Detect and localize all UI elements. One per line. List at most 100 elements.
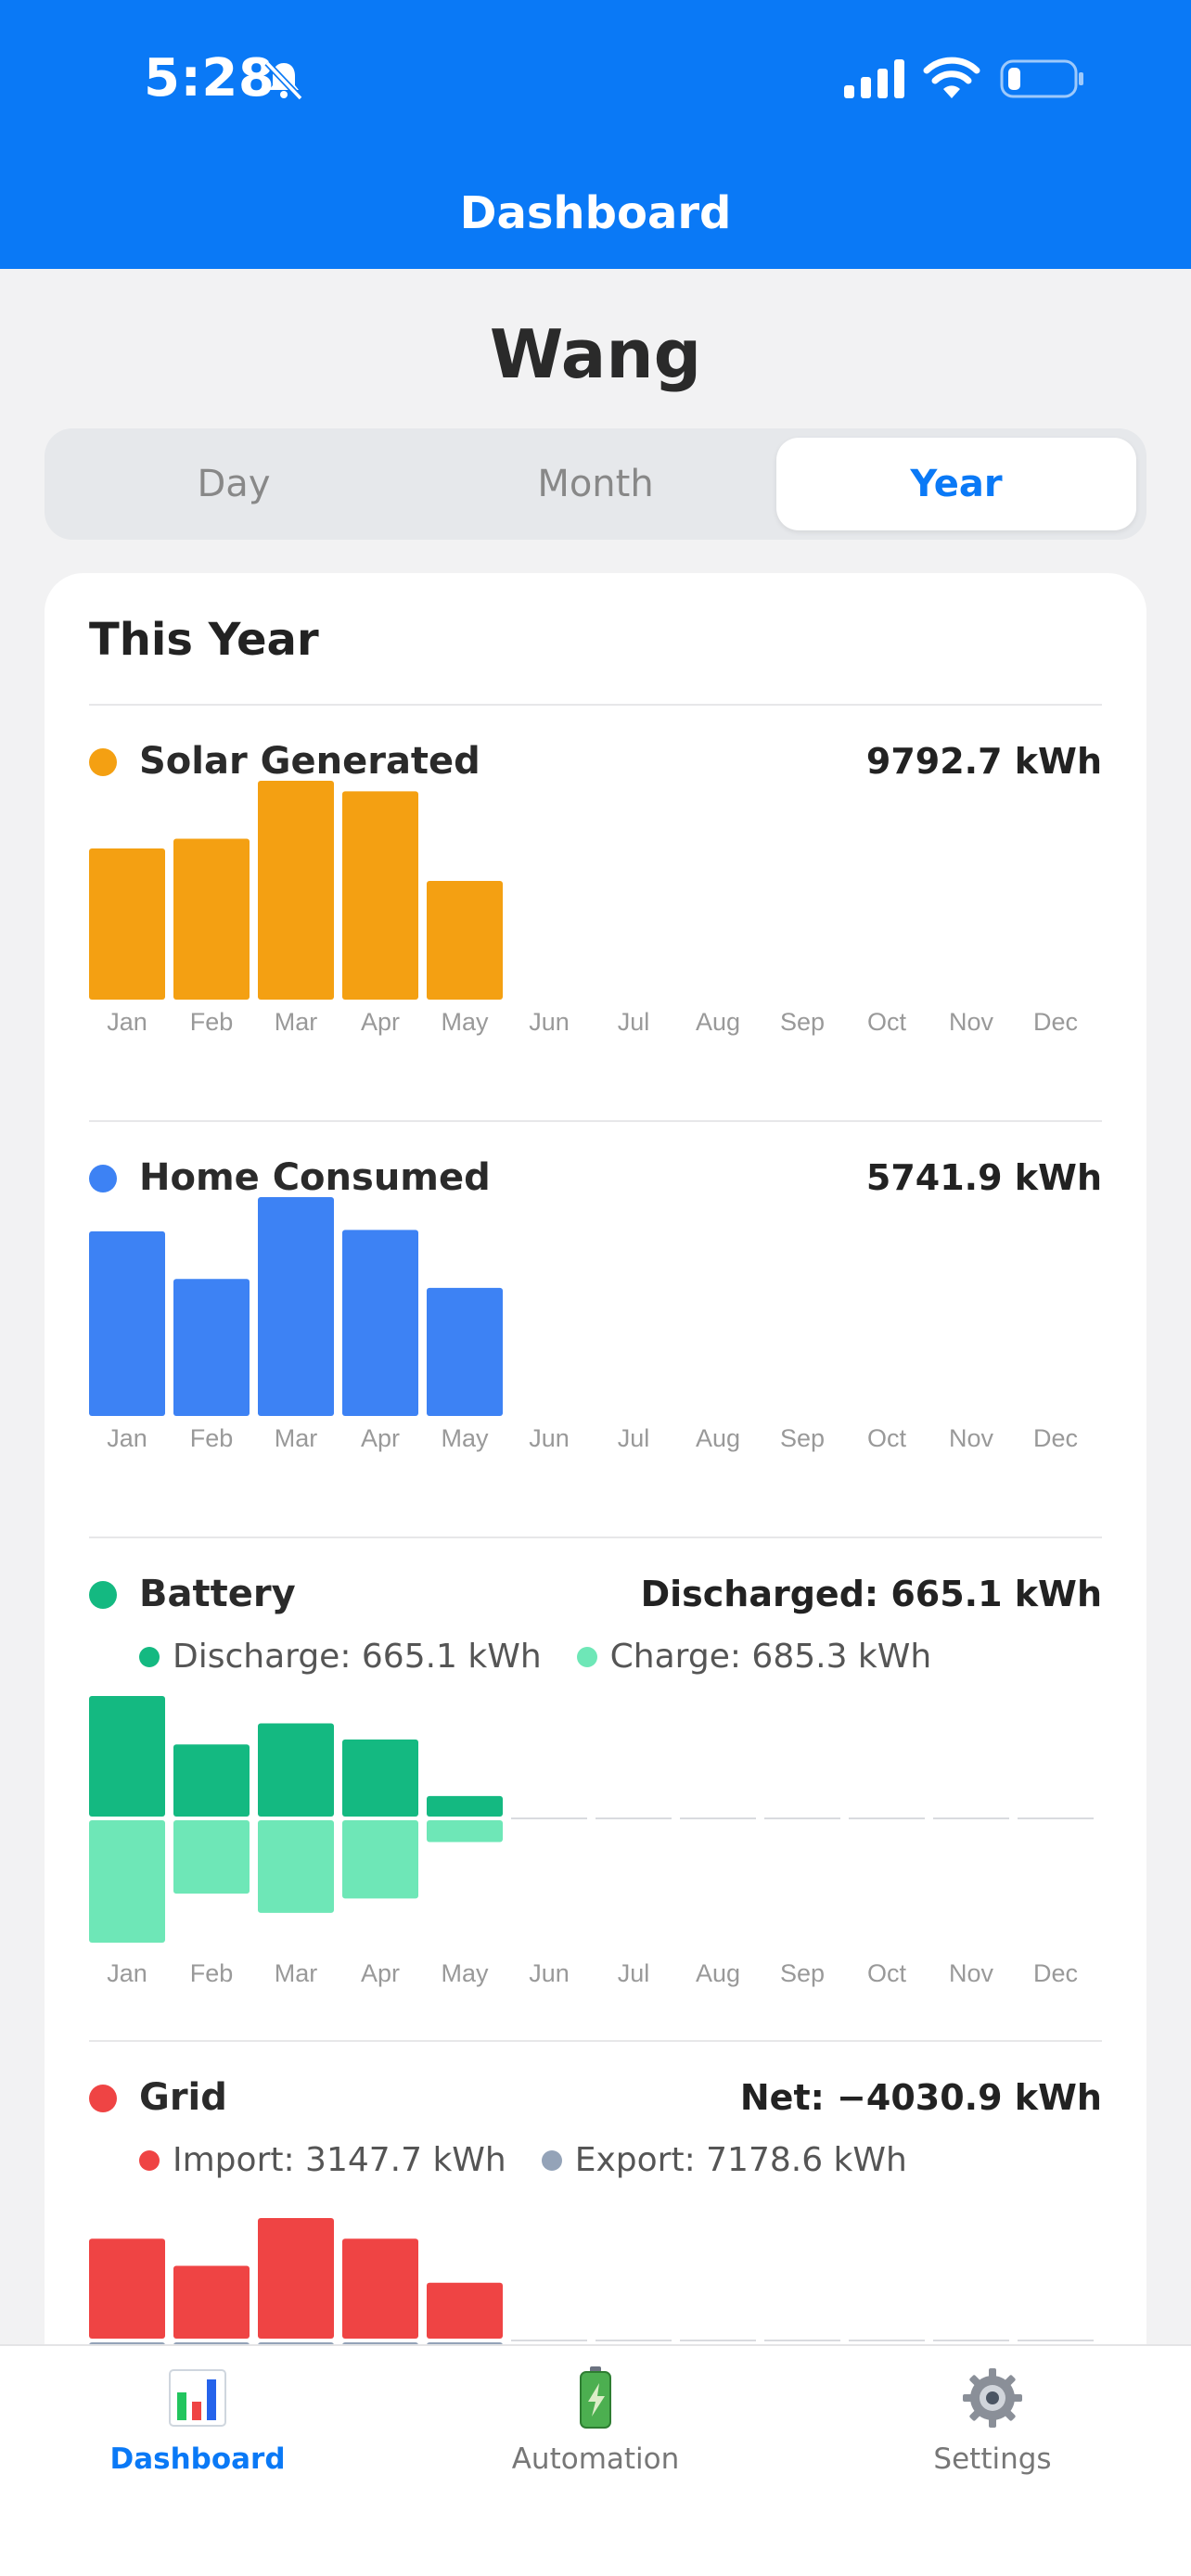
tab-settings-label: Settings [933, 2442, 1052, 2476]
empty-bar [764, 2340, 840, 2341]
bar[interactable] [173, 838, 250, 1000]
x-tick-label: Oct [867, 1959, 907, 1987]
x-tick-label: Sep [780, 1424, 825, 1452]
battery-legend: Discharge: 665.1 kWh Charge: 685.3 kWh [139, 1638, 967, 1676]
divider [89, 2040, 1102, 2042]
discharge-bar[interactable] [342, 1739, 418, 1817]
home-total: 5741.9 kWh [865, 1157, 1102, 1198]
x-tick-label: Mar [275, 1424, 318, 1452]
x-tick-label: Jun [529, 1959, 570, 1987]
header-title: Dashboard [459, 187, 732, 239]
segment-day[interactable]: Day [197, 463, 271, 505]
bar[interactable] [427, 1287, 503, 1416]
gear-icon [963, 2368, 1022, 2428]
grid-label: Grid [139, 2076, 227, 2119]
x-tick-label: Apr [361, 1959, 400, 1987]
legend-discharge: Discharge: 665.1 kWh [173, 1638, 542, 1676]
bar[interactable] [258, 781, 334, 1000]
home-label: Home Consumed [139, 1156, 491, 1199]
empty-bar [1018, 2340, 1094, 2341]
legend-item: Discharge: 665.1 kWh [139, 1638, 542, 1676]
empty-bar [933, 1817, 1009, 1819]
page-title: Wang [489, 315, 702, 393]
charge-bar[interactable] [173, 1820, 250, 1894]
x-tick-label: Jan [107, 1008, 147, 1036]
charge-bar[interactable] [89, 1820, 165, 1944]
x-tick-label: Jul [618, 1008, 650, 1036]
solar-dot-icon [89, 748, 117, 776]
empty-bar [511, 2340, 587, 2341]
charge-bar[interactable] [342, 1820, 418, 1899]
discharge-bar[interactable] [89, 1696, 165, 1817]
home-chart: Jan Feb Mar Apr May Jun Jul Aug Sep Oct Nov Dec [89, 1197, 1078, 1452]
bar[interactable] [258, 1197, 334, 1416]
x-tick-label: Feb [190, 1008, 234, 1036]
x-tick-label: Aug [696, 1959, 740, 1987]
x-tick-label: Aug [696, 1424, 740, 1452]
x-tick-label: Apr [361, 1008, 400, 1036]
legend-item: Import: 3147.7 kWh [139, 2141, 506, 2179]
battery-chart: Jan Feb Mar Apr May Jun Jul Aug Sep Oct Nov Dec [89, 1696, 1094, 1987]
solar-total: 9792.7 kWh [865, 741, 1102, 782]
x-tick-label: Nov [949, 1424, 994, 1452]
legend-import: Import: 3147.7 kWh [173, 2141, 506, 2179]
discharge-bar[interactable] [173, 1744, 250, 1817]
import-bar[interactable] [342, 2238, 418, 2339]
x-tick-label: May [441, 1959, 489, 1987]
battery-label: Battery [139, 1573, 296, 1615]
discharge-bar[interactable] [427, 1795, 503, 1817]
bar[interactable] [342, 791, 418, 1000]
status-time: 5:28 [144, 48, 275, 108]
card-title: This Year [89, 614, 319, 666]
x-tick-label: Jan [107, 1959, 147, 1987]
x-tick-label: Feb [190, 1424, 234, 1452]
x-tick-label: Mar [275, 1959, 318, 1987]
wifi-icon [923, 57, 980, 98]
charge-bar[interactable] [258, 1820, 334, 1913]
x-tick-label: Apr [361, 1424, 400, 1452]
grid-total: Net: −4030.9 kWh [739, 2077, 1102, 2118]
import-bar[interactable] [89, 2238, 165, 2339]
x-tick-label: Jul [618, 1424, 650, 1452]
tab-settings[interactable]: Settings [853, 2365, 1132, 2476]
x-tick-label: Dec [1033, 1424, 1078, 1452]
tab-automation[interactable]: Automation [456, 2365, 735, 2476]
import-bar[interactable] [427, 2282, 503, 2339]
bar[interactable] [342, 1230, 418, 1416]
import-bar[interactable] [173, 2265, 250, 2339]
export-dot-icon [541, 2149, 562, 2171]
empty-bar [849, 2340, 925, 2341]
divider [89, 1120, 1102, 1122]
legend-item: Export: 7178.6 kWh [541, 2141, 907, 2179]
x-tick-label: Feb [190, 1959, 234, 1987]
x-tick-label: Jan [107, 1424, 147, 1452]
import-dot-icon [139, 2149, 160, 2171]
home-dot-icon [89, 1165, 117, 1192]
bar[interactable] [427, 881, 503, 1000]
segment-month[interactable]: Month [537, 463, 654, 505]
charge-dot-icon [576, 1646, 597, 1667]
empty-bar [680, 1817, 756, 1819]
solar-chart: Jan Feb Mar Apr May Jun Jul Aug Sep Oct Nov Dec [89, 781, 1078, 1036]
tab-bar: Dashboard Automation Settings [0, 2344, 1191, 2576]
x-tick-label: Sep [780, 1959, 825, 1987]
tab-automation-label: Automation [511, 2442, 680, 2476]
charge-bar[interactable] [427, 1820, 503, 1843]
battery-icon [1000, 59, 1083, 98]
bar[interactable] [89, 1231, 165, 1416]
x-tick-label: Jun [529, 1008, 570, 1036]
bar[interactable] [173, 1279, 250, 1416]
period-segmented-control: Day Month Year [45, 428, 1146, 540]
segment-year[interactable]: Year [776, 438, 1136, 530]
tab-dashboard[interactable]: Dashboard [58, 2365, 337, 2476]
legend-export: Export: 7178.6 kWh [574, 2141, 907, 2179]
import-bar[interactable] [258, 2218, 334, 2339]
battery-total: Discharged: 665.1 kWh [640, 1574, 1102, 1614]
grid-legend: Import: 3147.7 kWh Export: 7178.6 kWh [139, 2141, 942, 2179]
divider [89, 1537, 1102, 1538]
discharge-bar[interactable] [258, 1723, 334, 1817]
x-tick-label: Jul [618, 1959, 650, 1987]
divider [89, 704, 1102, 706]
bar[interactable] [89, 848, 165, 1000]
x-tick-label: Dec [1033, 1959, 1078, 1987]
